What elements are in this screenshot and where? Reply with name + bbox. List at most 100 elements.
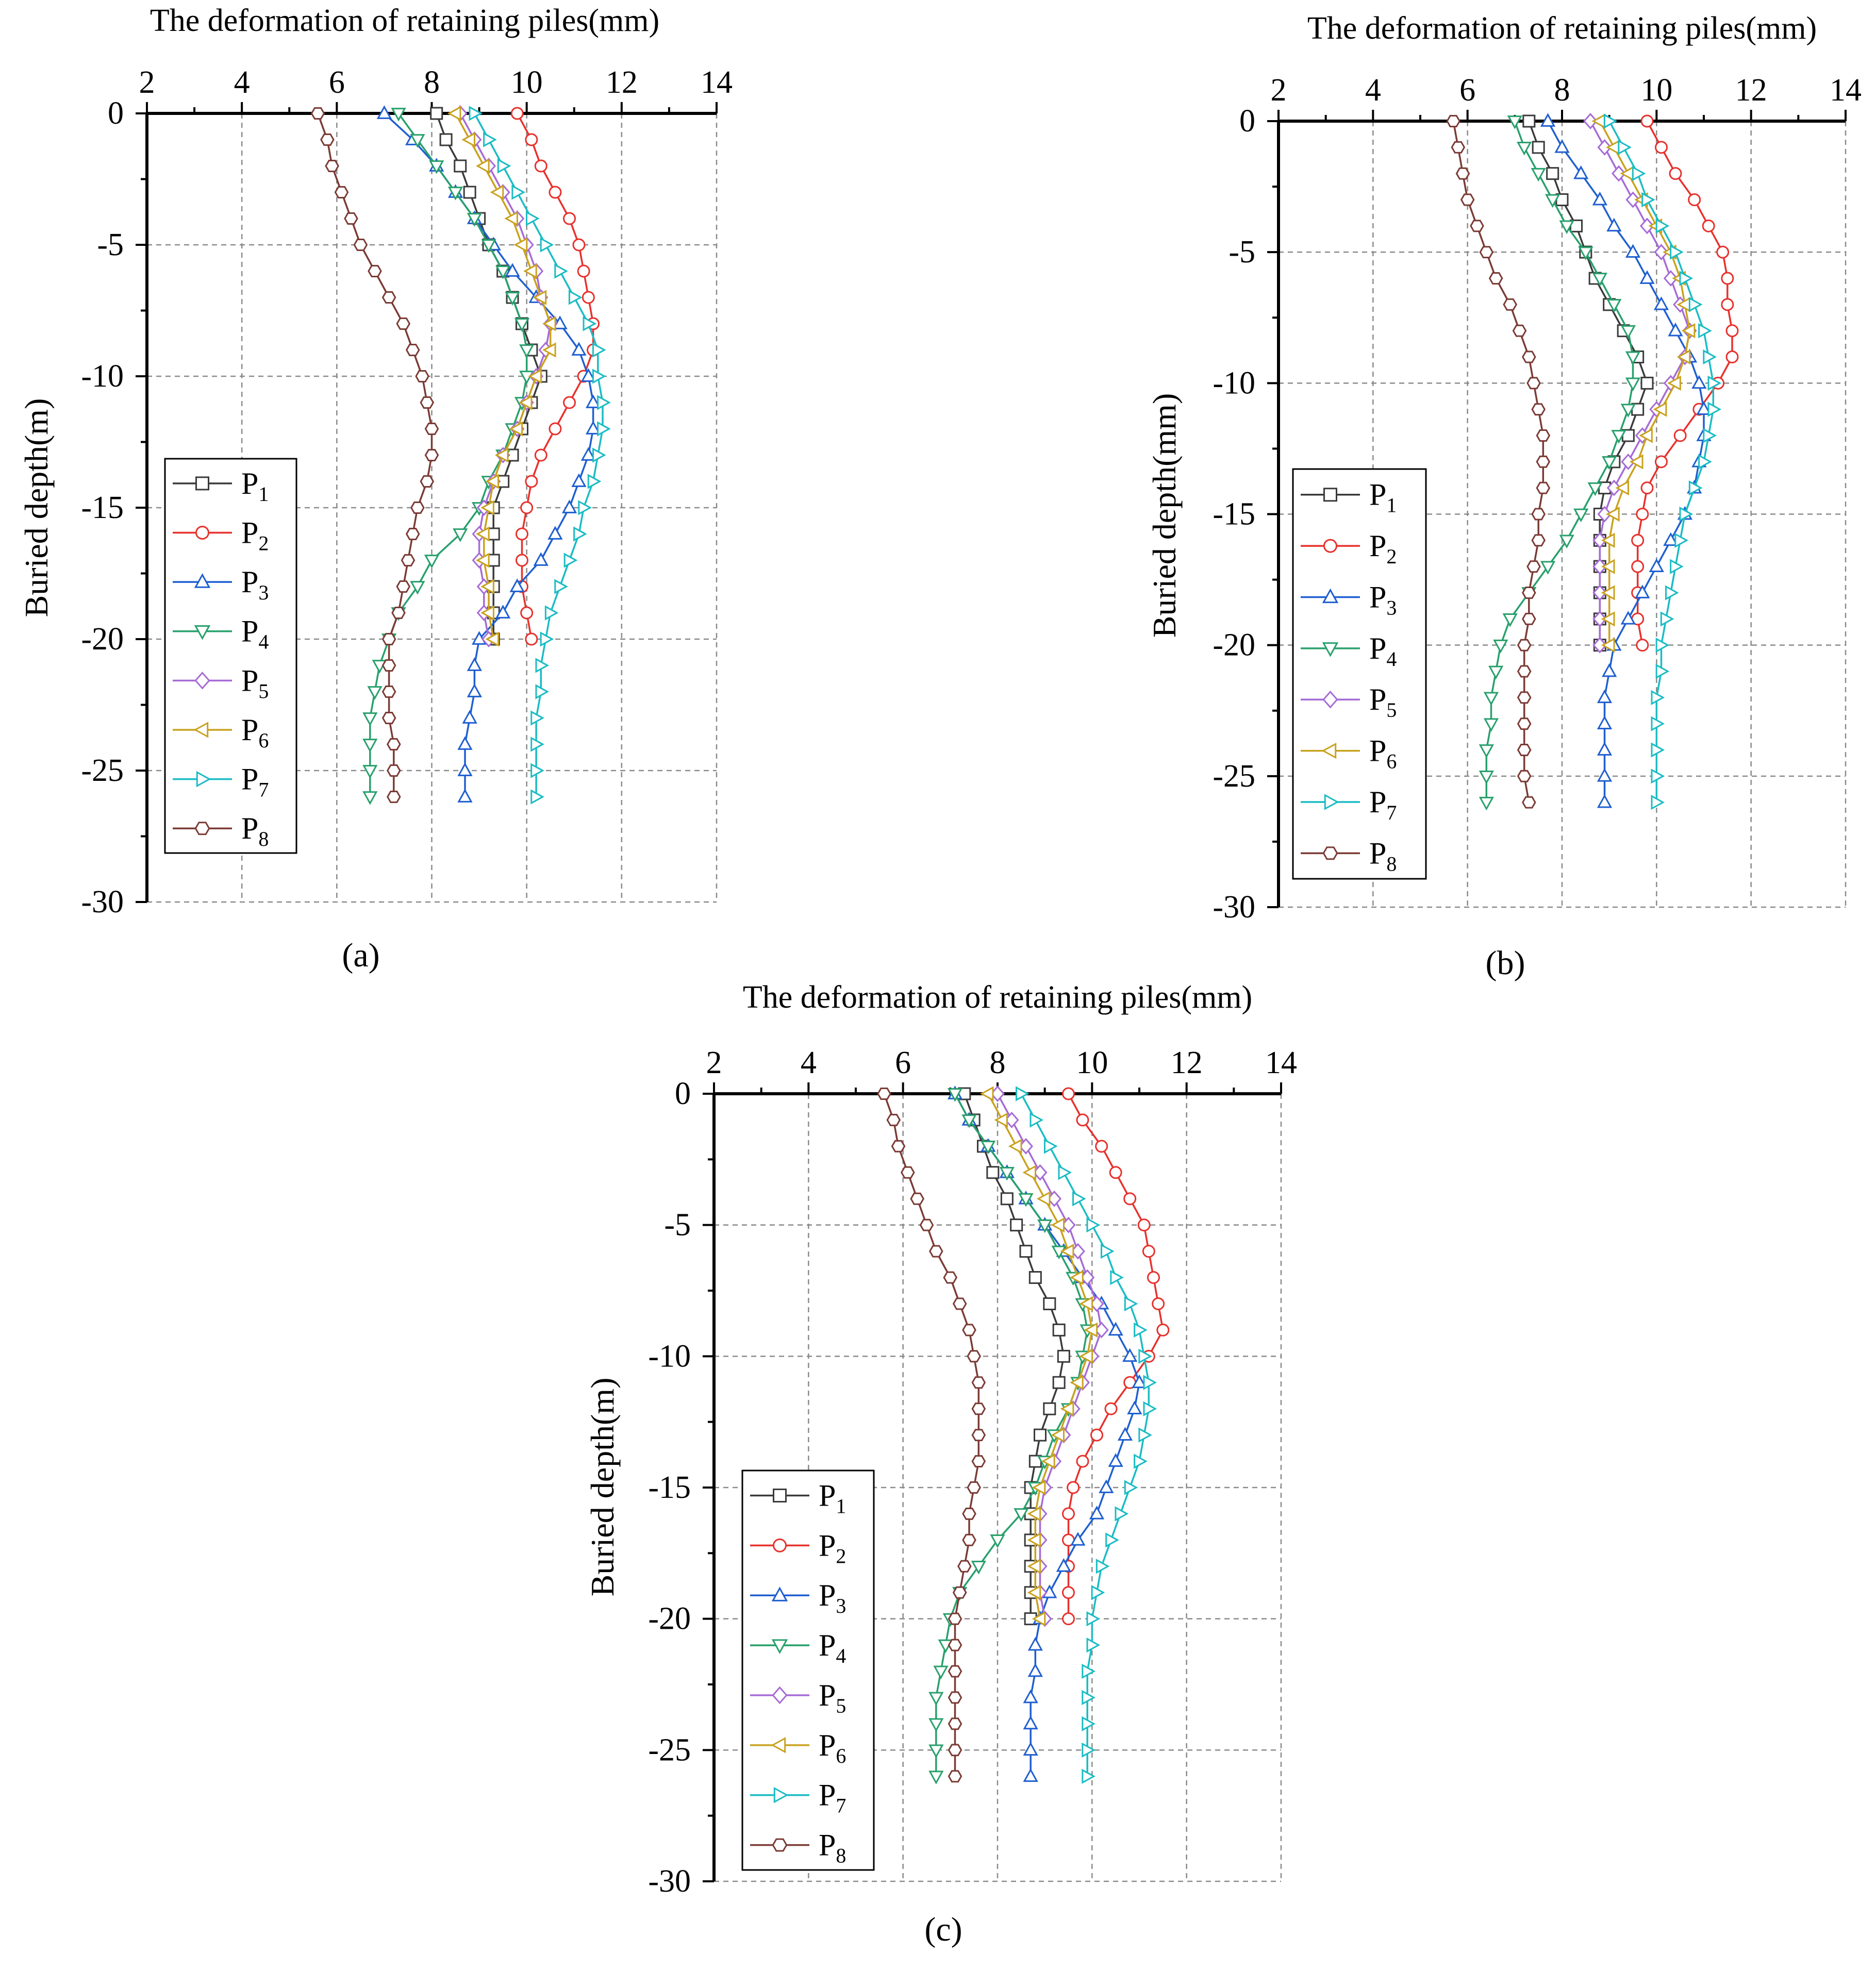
legend-label: P6 xyxy=(819,1728,846,1767)
legend-marker xyxy=(772,1838,788,1852)
data-point-p8 xyxy=(1536,455,1551,468)
data-point-p1 xyxy=(1019,1245,1033,1258)
x-tick-label: 14 xyxy=(1830,73,1862,108)
data-point-p1 xyxy=(1555,193,1569,206)
data-point-p3 xyxy=(467,657,483,671)
data-point-p2 xyxy=(1109,1166,1122,1179)
data-point-p8 xyxy=(1470,220,1484,232)
data-point-p8 xyxy=(971,1455,986,1467)
x-tick-label: 12 xyxy=(606,65,638,100)
y-tick-label: -20 xyxy=(1213,628,1255,663)
x-tick-label: 2 xyxy=(1271,73,1287,108)
data-point-p4 xyxy=(505,292,520,306)
x-tick-label: 2 xyxy=(139,65,155,100)
data-point-p3 xyxy=(1635,584,1650,598)
data-point-p6 xyxy=(1032,1611,1046,1627)
data-point-p7 xyxy=(1082,1768,1095,1784)
data-point-p7 xyxy=(1698,323,1712,339)
data-point-p8 xyxy=(957,1560,972,1573)
data-point-p4 xyxy=(1573,508,1589,523)
data-point-p3 xyxy=(1023,1742,1038,1756)
data-point-p1 xyxy=(463,186,476,199)
data-point-p8 xyxy=(381,291,396,304)
data-point-p6 xyxy=(1601,638,1615,653)
data-point-p3 xyxy=(1602,663,1617,677)
data-point-p7 xyxy=(1703,349,1717,365)
data-point-p8 xyxy=(948,1717,962,1730)
legend-marker xyxy=(1323,488,1337,502)
data-point-p2 xyxy=(1631,533,1645,547)
data-point-p3 xyxy=(1108,1453,1123,1467)
series-p8 xyxy=(310,107,439,803)
legend-marker xyxy=(1322,642,1339,657)
data-point-p7 xyxy=(1015,1086,1030,1101)
data-point-p4 xyxy=(410,134,425,148)
data-point-p4 xyxy=(367,686,383,700)
data-point-p6 xyxy=(1601,585,1615,600)
data-point-p4 xyxy=(1479,770,1494,784)
legend-label-subscript: 7 xyxy=(1386,801,1397,824)
x-tick-label: 12 xyxy=(1735,73,1767,108)
data-point-p3 xyxy=(1639,270,1655,284)
data-point-p1 xyxy=(430,107,443,120)
data-point-p4 xyxy=(933,1665,949,1680)
data-point-p7 xyxy=(1138,1348,1152,1364)
y-axis-title: Buried depth(m) xyxy=(584,1378,621,1597)
data-point-p6 xyxy=(476,553,490,568)
data-point-p6 xyxy=(1639,428,1653,443)
data-point-p6 xyxy=(542,342,556,358)
y-tick-label: -20 xyxy=(648,1601,691,1636)
data-point-p7 xyxy=(1603,113,1618,129)
data-point-p2 xyxy=(525,632,538,646)
data-point-p5 xyxy=(1592,610,1607,627)
legend-marker xyxy=(773,1786,789,1803)
data-point-p6 xyxy=(1041,1454,1055,1469)
data-point-p4 xyxy=(1545,194,1560,208)
legend-label-subscript: 1 xyxy=(1386,494,1397,517)
data-point-p8 xyxy=(420,396,435,409)
legend-label-subscript: 8 xyxy=(258,827,269,850)
data-point-p3 xyxy=(1668,322,1683,337)
data-point-p6 xyxy=(1084,1322,1098,1338)
data-point-p7 xyxy=(1143,1401,1157,1416)
x-tick-label: 8 xyxy=(1554,73,1570,108)
y-tick-label: -5 xyxy=(97,227,124,262)
data-point-p3 xyxy=(1027,1663,1043,1677)
legend-marker xyxy=(195,525,210,540)
y-tick-label: -5 xyxy=(664,1208,691,1243)
data-point-p7 xyxy=(554,579,568,594)
data-point-p7 xyxy=(1138,1427,1152,1443)
y-tick-label: -5 xyxy=(1228,235,1255,270)
data-point-p7 xyxy=(1082,1742,1095,1758)
data-point-p4 xyxy=(1507,115,1522,129)
legend-marker xyxy=(772,1686,788,1705)
data-point-p8 xyxy=(928,1245,943,1258)
y-tick-label: -10 xyxy=(648,1339,691,1374)
data-point-p8 xyxy=(962,1533,976,1546)
y-tick-label: 0 xyxy=(675,1076,691,1111)
data-point-p7 xyxy=(1670,244,1684,260)
data-point-p6 xyxy=(1070,1375,1084,1390)
data-point-p6 xyxy=(1027,1585,1041,1600)
data-point-p6 xyxy=(504,211,518,226)
data-point-p7 xyxy=(1707,375,1722,391)
data-point-p7 xyxy=(1632,166,1646,181)
data-point-p7 xyxy=(1651,795,1665,810)
data-point-p8 xyxy=(967,1350,982,1363)
data-point-p7 xyxy=(530,763,544,778)
data-point-p6 xyxy=(1667,375,1681,391)
x-tick-label: 10 xyxy=(511,65,543,100)
legend-marker xyxy=(1323,539,1338,553)
data-point-p7 xyxy=(1105,1532,1119,1548)
data-point-p2 xyxy=(1095,1140,1108,1153)
data-point-p3 xyxy=(1606,218,1622,232)
data-point-p4 xyxy=(362,712,378,726)
legend-label-subscript: 5 xyxy=(1386,698,1397,722)
data-point-p7 xyxy=(1688,297,1703,312)
data-point-p8 xyxy=(405,528,420,540)
data-point-p1 xyxy=(1598,481,1611,495)
data-point-p6 xyxy=(1676,349,1691,365)
